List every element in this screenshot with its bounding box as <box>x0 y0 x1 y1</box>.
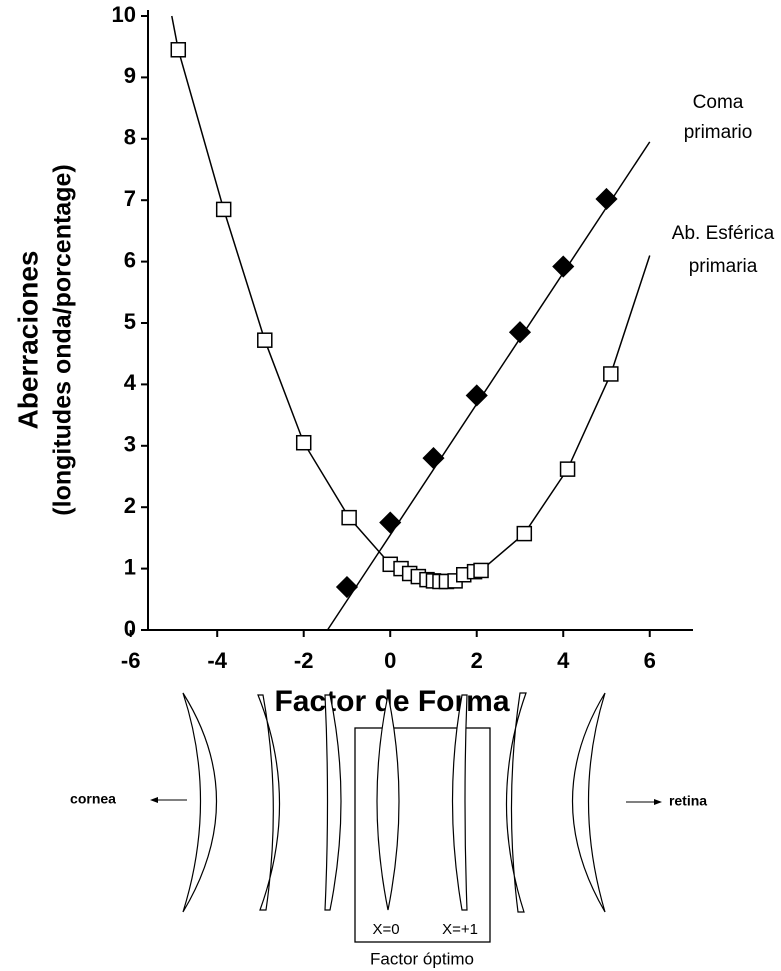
x-tick-label: -2 <box>294 648 314 673</box>
x-tick-label: 0 <box>384 648 396 673</box>
curve <box>172 16 650 581</box>
curve <box>328 142 650 630</box>
marker <box>423 448 443 468</box>
lens-box-label: X=+1 <box>442 921 478 938</box>
marker <box>596 189 616 209</box>
x-axis-title: Factor de Forma <box>274 685 509 718</box>
marker <box>517 527 531 541</box>
y-tick-label: 4 <box>124 370 137 395</box>
marker <box>337 577 357 597</box>
marker <box>553 257 573 277</box>
marker <box>217 202 231 216</box>
y-axis-title: Aberraciones (longitudes onda/porcentage… <box>12 164 76 515</box>
y-tick-label: 0 <box>124 616 136 641</box>
y-tick-label: 8 <box>124 125 136 150</box>
y-axis-title-line: Aberraciones <box>12 251 43 430</box>
y-tick-label: 1 <box>124 554 136 579</box>
y-tick-label: 6 <box>124 247 136 272</box>
y-tick-label: 9 <box>124 63 136 88</box>
lens <box>183 693 217 912</box>
series-label: Ab. Esférica <box>672 223 775 244</box>
marker <box>380 513 400 533</box>
marker <box>258 333 272 347</box>
arrow-head <box>150 797 158 803</box>
marker <box>297 436 311 450</box>
figure: Aberraciones (longitudes onda/porcentage… <box>0 0 781 971</box>
marker <box>474 563 488 577</box>
optimum-box <box>355 728 490 942</box>
lens-box-caption: Factor óptimo <box>370 949 474 968</box>
y-tick-label: 3 <box>124 432 136 457</box>
lens-diagram: cornea retina X=0 X=+1 Factor óptimo <box>70 693 707 968</box>
marker <box>467 385 487 405</box>
lens <box>453 695 468 910</box>
x-tick-label: 6 <box>644 648 656 673</box>
y-tick-label: 5 <box>124 309 136 334</box>
y-tick-label: 7 <box>124 186 136 211</box>
marker <box>604 367 618 381</box>
lens <box>377 695 399 910</box>
series-label: primario <box>684 122 753 143</box>
arrow-head <box>654 799 662 805</box>
lens-side-label: retina <box>669 793 707 809</box>
marker <box>561 462 575 476</box>
x-tick-label: -6 <box>121 648 141 673</box>
lens-box-label: X=0 <box>372 921 399 938</box>
lens <box>506 693 526 912</box>
y-tick-label: 10 <box>112 2 136 27</box>
x-tick-label: 4 <box>557 648 570 673</box>
y-tick-label: 2 <box>124 493 136 518</box>
marker <box>171 43 185 57</box>
lens <box>573 693 606 912</box>
series-label: primaria <box>689 256 758 277</box>
y-axis-title-line: (longitudes onda/porcentage) <box>49 164 77 515</box>
x-tick-label: 2 <box>471 648 483 673</box>
marker <box>510 322 530 342</box>
marker <box>342 511 356 525</box>
lens <box>258 695 280 910</box>
x-tick-label: -4 <box>207 648 227 673</box>
lens <box>325 695 341 910</box>
lens-side-label: cornea <box>70 791 116 807</box>
series-label: Coma <box>693 92 744 113</box>
